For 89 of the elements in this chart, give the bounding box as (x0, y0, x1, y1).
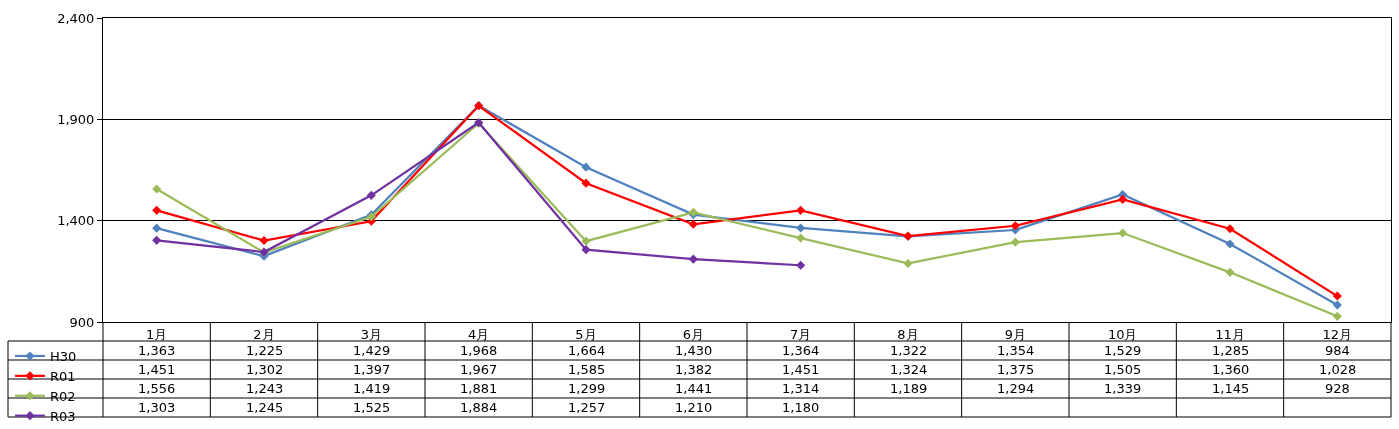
x-tick-label: 7月 (790, 326, 812, 342)
point (1010, 237, 1020, 247)
x-tick-label: 5月 (575, 326, 597, 342)
y-tick-label: 1,900 (57, 111, 95, 127)
data-label: 1,294 (997, 381, 1035, 396)
point (688, 219, 698, 229)
data-label: 1,285 (1212, 343, 1250, 358)
data-label: 1,145 (1212, 381, 1250, 396)
point (796, 233, 806, 243)
data-label: 1,225 (246, 343, 284, 358)
x-tick-label: 3月 (360, 326, 382, 342)
data-label: 1,189 (890, 381, 928, 396)
data-label: 1,505 (1104, 362, 1142, 377)
point (796, 260, 806, 270)
x-tick-label: 9月 (1004, 326, 1026, 342)
point (1225, 239, 1235, 249)
data-label: 1,881 (460, 381, 498, 396)
point (1332, 311, 1342, 321)
point (796, 205, 806, 215)
data-label: 1,884 (460, 400, 498, 415)
data-label: 1,525 (353, 400, 391, 415)
data-label: 1,364 (782, 343, 820, 358)
point (1118, 228, 1128, 238)
legend-label: R01 (50, 368, 76, 384)
x-tick-label: 2月 (253, 326, 275, 342)
data-label: 1,397 (353, 362, 391, 377)
data-label: 1,322 (890, 343, 928, 358)
data-label: 1,303 (138, 400, 176, 415)
data-label: 1,556 (138, 381, 176, 396)
point (1225, 267, 1235, 277)
data-label: 984 (1325, 343, 1350, 358)
x-tick-label: 11月 (1215, 326, 1245, 342)
x-tick-label: 12月 (1322, 326, 1353, 342)
data-label: 1,529 (1104, 343, 1142, 358)
x-tick-label: 8月 (897, 326, 919, 342)
point (152, 235, 162, 245)
data-label: 1,968 (460, 343, 498, 358)
legend-label: R02 (50, 388, 76, 404)
data-label: 1,028 (1319, 362, 1357, 377)
point (581, 162, 591, 172)
data-label: 1,419 (353, 381, 391, 396)
data-label: 1,451 (138, 362, 176, 377)
point (1118, 194, 1128, 204)
data-label: 928 (1325, 381, 1350, 396)
data-label: 1,382 (675, 362, 713, 377)
x-tick-label: 10月 (1107, 326, 1138, 342)
legend-label: R03 (50, 408, 76, 424)
data-label: 1,360 (1212, 362, 1250, 377)
data-label: 1,967 (460, 362, 498, 377)
data-label: 1,430 (675, 343, 713, 358)
data-label: 1,441 (675, 381, 713, 396)
point (152, 223, 162, 233)
data-label: 1,180 (782, 400, 820, 415)
data-label: 1,302 (246, 362, 284, 377)
point (581, 178, 591, 188)
point (366, 190, 376, 200)
point (1010, 221, 1020, 231)
data-label: 1,324 (890, 362, 928, 377)
point (581, 245, 591, 255)
data-label: 1,363 (138, 343, 176, 358)
data-label: 1,585 (568, 362, 606, 377)
point (259, 235, 269, 246)
legend-label: H30 (50, 349, 77, 365)
y-tick-label: 2,400 (57, 10, 95, 26)
point (903, 258, 913, 268)
data-label: 1,429 (353, 343, 391, 358)
point (152, 205, 162, 215)
data-label: 1,354 (997, 343, 1035, 358)
x-tick-label: 1月 (146, 326, 168, 342)
data-label: 1,257 (568, 400, 606, 415)
data-label: 1,451 (782, 362, 820, 377)
data-label: 1,243 (246, 381, 284, 396)
point (581, 236, 591, 246)
data-label: 1,210 (675, 400, 713, 415)
point (1332, 291, 1342, 301)
x-tick-label: 4月 (468, 326, 490, 342)
y-tick-label: 1,400 (57, 213, 95, 229)
x-tick-label: 6月 (682, 326, 704, 342)
data-label: 1,314 (782, 381, 820, 396)
point (1332, 300, 1342, 310)
data-label: 1,375 (997, 362, 1035, 377)
data-label: 1,245 (246, 400, 284, 415)
point (1225, 224, 1235, 234)
data-label: 1,339 (1104, 381, 1142, 396)
data-label: 1,664 (568, 343, 606, 358)
point (688, 254, 698, 264)
y-tick-label: 900 (69, 314, 95, 330)
data-label: 1,299 (568, 381, 606, 396)
point (152, 184, 162, 194)
